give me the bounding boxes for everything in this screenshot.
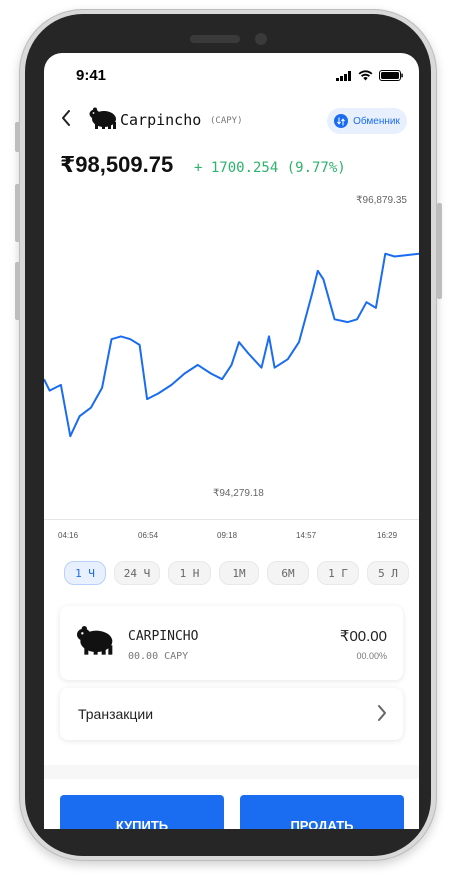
exchange-button[interactable]: Обменник — [327, 108, 407, 134]
back-arrow-icon — [62, 110, 70, 126]
time-label: 14:57 — [296, 531, 317, 540]
swap-icon — [334, 114, 349, 128]
phone-volume-down — [15, 262, 20, 320]
period-1h-button[interactable]: 1 Ч — [64, 561, 106, 585]
wifi-icon — [358, 70, 373, 81]
capybara-icon — [77, 626, 113, 655]
period-6m-button[interactable]: 6М — [267, 561, 309, 585]
period-1w-button[interactable]: 1 Н — [168, 561, 211, 585]
sell-button-label: ПРОДАТЬ — [290, 818, 354, 829]
current-price: ₹98,509.75 — [60, 152, 174, 177]
sell-button[interactable]: ПРОДАТЬ — [240, 795, 404, 829]
period-selector: 1 Ч 24 Ч 1 Н 1М 6М 1 Г 5 Л — [64, 561, 409, 585]
phone-side-button — [15, 122, 20, 152]
price-line — [44, 252, 419, 438]
price-chart[interactable]: ₹96,879.35 ₹94,279.18 — [44, 183, 419, 543]
holding-card[interactable]: CARPINCHO 00.00 CAPY ₹00.00 00.00% — [60, 606, 403, 680]
signal-icon — [336, 70, 351, 81]
status-time: 9:41 — [76, 67, 107, 84]
phone-camera — [255, 33, 267, 45]
phone-power-button — [437, 203, 442, 299]
back-button[interactable] — [56, 106, 76, 130]
time-label: 04:16 — [58, 531, 79, 540]
period-1y-button[interactable]: 1 Г — [317, 561, 359, 585]
phone-volume-up — [15, 184, 20, 242]
transactions-label: Транзакции — [78, 706, 154, 722]
battery-icon — [379, 70, 403, 81]
time-label: 16:29 — [377, 531, 398, 540]
holding-percent: 00.00% — [356, 651, 387, 661]
chart-low-label: ₹94,279.18 — [213, 488, 264, 499]
phone-speaker — [190, 35, 240, 43]
price-change: + 1700.254 (9.77%) — [194, 160, 346, 176]
transactions-row[interactable]: Транзакции — [60, 688, 403, 740]
time-label: 06:54 — [138, 531, 159, 540]
coin-ticker: (CAPY) — [210, 116, 243, 126]
buy-button-label: КУПИТЬ — [115, 818, 169, 829]
period-24h-button[interactable]: 24 Ч — [114, 561, 160, 585]
buy-button[interactable]: КУПИТЬ — [60, 795, 224, 829]
chevron-right-icon — [377, 704, 387, 727]
app-screen: 9:41 — [44, 53, 419, 829]
price-chart-svg — [44, 252, 419, 438]
holding-logo — [76, 624, 114, 661]
chart-high-label: ₹96,879.35 — [356, 195, 407, 206]
status-icons — [336, 70, 403, 81]
capybara-icon — [89, 107, 116, 129]
holding-value: ₹00.00 — [339, 628, 387, 645]
period-1m-button[interactable]: 1М — [219, 561, 259, 585]
time-label: 09:18 — [217, 531, 238, 540]
chart-axis-line — [44, 519, 419, 520]
holding-name: CARPINCHO — [128, 629, 199, 644]
holding-amount: 00.00 CAPY — [128, 651, 189, 662]
coin-logo — [89, 106, 117, 135]
period-5y-button[interactable]: 5 Л — [367, 561, 409, 585]
bottom-divider — [44, 765, 419, 779]
exchange-label: Обменник — [353, 115, 400, 127]
coin-name: Carpincho — [120, 111, 202, 129]
